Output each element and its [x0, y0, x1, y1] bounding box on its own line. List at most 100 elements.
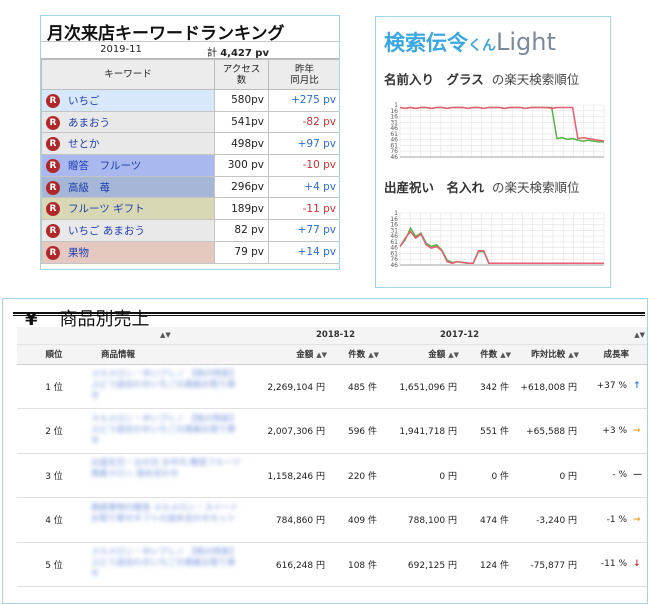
sort-icon[interactable]: ▲▼	[634, 331, 646, 340]
product-info-link[interactable]: 高級果物の贈答 メルメロン・スイートお取り寄せギフトの詰め合わせセット	[91, 502, 239, 524]
keyword-text[interactable]: あまおう	[68, 116, 110, 129]
product-info-link[interactable]: お誕生日・父の日 お中元 贈答フルーツ 高級メロン 詰め合わせ	[91, 458, 241, 480]
amount-current: 1,158,246 円	[259, 453, 331, 498]
product-info-link[interactable]: メルメロン・ゆいプレノ 【桃の特産】ぶどう詰合わせいちごの高級お取り寄せ	[91, 547, 239, 580]
growth-rate: +37 %	[583, 364, 634, 409]
yoy-diff: 0 円	[515, 453, 584, 498]
keyword-row: R せとか 498pv +97 pv	[41, 132, 339, 156]
header-yoy-label: 昨対比較	[531, 350, 566, 360]
trend-cell: ↓	[633, 542, 647, 587]
y-tick-label: 76	[390, 148, 398, 155]
product-cell[interactable]: 高級果物の贈答 メルメロン・スイートお取り寄せギフトの詰め合わせセット	[91, 497, 259, 543]
header-amount-label: 金額	[428, 350, 446, 360]
header-amount-current[interactable]: 金額 ▲▼	[259, 344, 331, 365]
product-cell[interactable]: メルメロン・ゆいプレノ 【桃の特産】ぶどう詰合わせいちごの高級お取り寄せ	[91, 542, 259, 587]
keyword-cell[interactable]: R あまおう	[41, 110, 215, 134]
sort-icon[interactable]: ▲▼	[500, 351, 512, 359]
keyword-ranking-panel: 月次来店キーワードランキング 2019-11 計 4,427 pv キーワード …	[40, 15, 340, 270]
keyword-text[interactable]: いちご あまおう	[68, 224, 145, 237]
trend-cell: ↑	[633, 364, 647, 409]
keyword-ranking-title: 月次来店キーワードランキング	[41, 16, 339, 44]
y-tick-label: 61	[390, 239, 398, 246]
keyword-cell[interactable]: R いちご	[41, 89, 215, 112]
yoy-diff: +97 pv	[268, 132, 339, 156]
header-access: アクセス数	[214, 59, 269, 90]
yoy-diff: -3,240 円	[515, 497, 584, 543]
header-product-sort-top[interactable]: ▲▼	[91, 327, 259, 345]
sort-icon[interactable]: ▲▼	[160, 331, 171, 340]
keyword-cell[interactable]: R 贈答 フルーツ	[41, 154, 215, 177]
rank-cell: 5 位	[17, 542, 91, 587]
header-growth-sort-top[interactable]: ▲▼	[583, 327, 647, 345]
keyword-cell[interactable]: R いちご あまおう	[41, 219, 215, 242]
yoy-diff: +77 pv	[268, 219, 339, 242]
product-cell[interactable]: メルメロン・ゆいプレノ 【桃の特産】ぶどう詰合わせいちごの高級お取り寄せ	[91, 408, 259, 454]
y-tick-label: 61	[390, 250, 398, 257]
keyword-cell[interactable]: R フルーツ ギフト	[41, 197, 215, 221]
sort-icon[interactable]: ▲▼	[368, 351, 380, 359]
keyword-text[interactable]: せとか	[68, 138, 100, 151]
access-count: 79 pv	[214, 240, 269, 264]
keyword-text[interactable]: 高級 苺	[68, 181, 110, 194]
product-sales-panel: ¥ 商品別売上 ▲▼ 2018-12 2017-12 ▲▼ 順位 商品情報 金額 ▲…	[2, 298, 648, 604]
arrow-up-icon: ↑	[633, 381, 641, 392]
product-cell[interactable]: お誕生日・父の日 お中元 贈答フルーツ 高級メロン 詰め合わせ	[91, 453, 259, 498]
logo-light: Light	[496, 28, 556, 56]
table-row: 5 位メルメロン・ゆいプレノ 【桃の特産】ぶどう詰合わせいちごの高級お取り寄せ 6…	[17, 542, 647, 587]
keyword-text[interactable]: 果物	[68, 246, 89, 259]
header-rank-top	[17, 327, 91, 345]
trend-cell: →	[633, 497, 647, 543]
keyword-text[interactable]: いちご	[68, 94, 100, 107]
access-count: 296pv	[214, 175, 269, 199]
header-yoy-compare[interactable]: 昨対比較 ▲▼	[515, 344, 584, 365]
table-row: 2 位メルメロン・ゆいプレノ 【桃の特産】ぶどう詰合わせいちごの高級お取り寄せ 2…	[17, 408, 647, 454]
sort-icon[interactable]: ▲▼	[568, 351, 580, 359]
growth-rate: +3 %	[583, 408, 634, 454]
y-tick-label: 46	[390, 233, 398, 240]
arrow-right-icon: →	[633, 425, 641, 436]
header-count-current[interactable]: 件数 ▲▼	[331, 344, 384, 365]
y-tick-label: 16	[390, 216, 398, 223]
product-info-link[interactable]: メルメロン・ゆいプレノ 【桃の特産】ぶどう詰合わせいちごの高級お取り寄せ	[91, 369, 239, 402]
rank-cell: 4 位	[17, 497, 91, 543]
y-tick-label: 46	[390, 125, 398, 132]
rakuten-r-icon: R	[46, 115, 60, 130]
keyword-cell[interactable]: R 高級 苺	[41, 175, 215, 199]
sort-icon[interactable]: ▲▼	[316, 351, 327, 359]
count-previous: 0 件	[463, 453, 516, 498]
keyword-cell[interactable]: R 果物	[41, 240, 215, 264]
count-current: 485 件	[331, 364, 384, 409]
yoy-diff: -82 pv	[268, 110, 339, 134]
rank-chart-suffix-2: の楽天検索順位	[492, 180, 580, 195]
rank-cell: 3 位	[17, 453, 91, 498]
header-amount-previous[interactable]: 金額 ▲▼	[383, 344, 464, 365]
access-count: 498pv	[214, 132, 269, 156]
y-tick-label: 46	[390, 154, 398, 161]
count-previous: 474 件	[463, 497, 516, 543]
count-current: 596 件	[331, 408, 384, 454]
header-product[interactable]: 商品情報	[91, 344, 259, 365]
rank-chart-heading-1: 名前入り グラス の楽天検索順位	[384, 69, 579, 88]
yoy-diff: +14 pv	[268, 240, 339, 264]
y-tick-label: 16	[390, 222, 398, 229]
growth-rate: -1 %	[583, 497, 634, 543]
access-count: 82 pv	[214, 219, 269, 242]
keyword-text[interactable]: フルーツ ギフト	[68, 203, 145, 216]
arrow-down-icon: ↓	[633, 559, 641, 570]
header-count-previous[interactable]: 件数 ▲▼	[463, 344, 516, 365]
amount-current: 616,248 円	[259, 542, 331, 587]
yoy-diff: -10 pv	[268, 154, 339, 177]
keyword-text[interactable]: 贈答 フルーツ	[68, 159, 142, 172]
total-value: 4,427 pv	[220, 48, 269, 59]
rank-chart-suffix-1: の楽天検索順位	[491, 72, 580, 87]
sort-icon[interactable]: ▲▼	[448, 351, 460, 359]
header-yoy: 昨年 同月比	[268, 59, 339, 90]
y-tick-label: 46	[390, 245, 398, 252]
product-cell[interactable]: メルメロン・ゆいプレノ 【桃の特産】ぶどう詰合わせいちごの高級お取り寄せ	[91, 364, 259, 409]
amount-current: 2,269,104 円	[259, 364, 331, 409]
product-info-link[interactable]: メルメロン・ゆいプレノ 【桃の特産】ぶどう詰合わせいちごの高級お取り寄せ	[91, 413, 239, 446]
header-growth[interactable]: 成長率	[583, 344, 647, 365]
rakuten-r-icon: R	[46, 202, 60, 217]
yoy-diff: +4 pv	[268, 175, 339, 199]
keyword-cell[interactable]: R せとか	[41, 132, 215, 156]
